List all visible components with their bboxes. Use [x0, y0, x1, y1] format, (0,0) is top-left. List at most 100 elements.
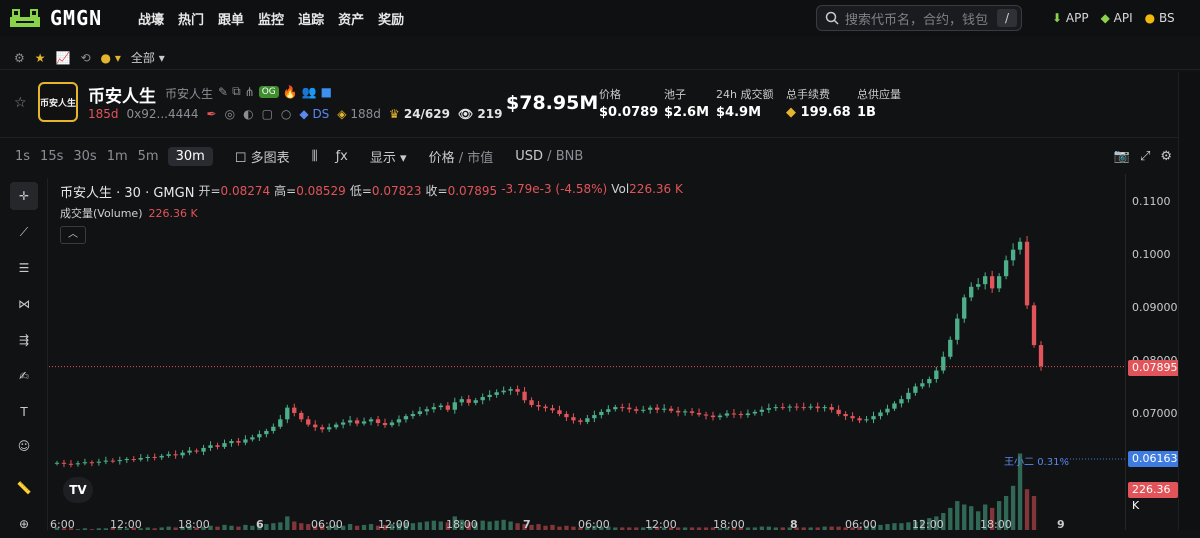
candle-body	[529, 400, 534, 405]
token-address[interactable]: 0x92...4444	[126, 107, 199, 121]
volume-bar	[438, 521, 443, 530]
timeframe-30m[interactable]: 30m	[167, 146, 213, 166]
candle-body	[82, 462, 88, 464]
crosshair-icon[interactable]: ✛	[10, 182, 38, 210]
volume-value: 226.36 K	[148, 207, 198, 220]
nav-item-rewards[interactable]: 奖励	[378, 12, 405, 28]
zoom-in-icon[interactable]: ⊕	[18, 517, 30, 531]
measure-icon[interactable]: ⇶	[18, 333, 30, 347]
nav-item-track[interactable]: 追踪	[298, 12, 325, 28]
timeframe-15s[interactable]: 15s	[40, 148, 64, 164]
coin-filter-icon[interactable]: ● ▾	[100, 50, 121, 65]
share-icon[interactable]: ⋔	[244, 84, 255, 99]
edit-icon[interactable]: ✎	[218, 84, 229, 99]
timeframe-1s[interactable]: 1s	[15, 148, 31, 164]
horizontal-lines-icon[interactable]: ☰	[18, 261, 30, 275]
candle-body	[668, 408, 674, 411]
trend-line-icon[interactable]: ⟋	[19, 224, 29, 239]
candle-body	[836, 409, 841, 414]
copy-icon[interactable]: ⧉	[232, 84, 241, 98]
candle-body	[794, 406, 799, 408]
api-link[interactable]: ◆ API	[1100, 11, 1133, 25]
volume-bar	[794, 527, 799, 530]
timeframe-30s[interactable]: 30s	[73, 148, 97, 164]
timeframe-1m[interactable]: 1m	[106, 148, 128, 164]
nav-item-monitor[interactable]: 监控	[258, 12, 285, 28]
candle-body	[494, 392, 499, 395]
settings-icon[interactable]: ⚙	[14, 50, 25, 65]
multi-chart-toggle[interactable]: ☐ 多图表	[234, 150, 290, 166]
camera-icon[interactable]: 📷	[1113, 148, 1130, 164]
indicators-icon[interactable]: ƒx	[335, 148, 348, 164]
message-icon[interactable]: ▢	[261, 107, 273, 121]
collapse-legend-button[interactable]: ︿	[60, 226, 86, 244]
search-token-icon[interactable]: ○	[280, 107, 292, 121]
y-tick: 0.09000	[1132, 301, 1178, 314]
change-value: -3.79e-3 (-4.58%)	[501, 182, 608, 196]
nav-item-copytrade[interactable]: 跟单	[218, 12, 245, 28]
nav-item-trenches[interactable]: 战壕	[138, 12, 165, 28]
x-tick: 06:00	[845, 518, 877, 531]
candle-body	[766, 408, 771, 410]
candle-body	[934, 370, 939, 380]
ds-link[interactable]: ◆ DS	[299, 107, 330, 121]
x-tick: 12:00	[645, 518, 677, 531]
volume-bar	[389, 524, 395, 530]
candle-type-icon[interactable]: ⫼	[311, 148, 318, 164]
logo[interactable]: GMGN	[8, 5, 138, 31]
price-axis[interactable]: 0.1100 0.1000 0.09000 0.08000 0.07000 0.…	[1125, 174, 1182, 530]
candle-body	[75, 463, 81, 465]
chart-line-icon[interactable]: 📈	[55, 50, 71, 65]
filter-all-dropdown[interactable]: 全部 ▾	[130, 51, 165, 65]
currency-toggle[interactable]: USD / BNB	[515, 148, 584, 164]
favorite-star-icon[interactable]: ☆	[14, 95, 27, 111]
price-mcap-toggle[interactable]: 价格 / 市值	[428, 150, 494, 166]
text-tool-icon[interactable]: T	[20, 405, 28, 419]
candle-body	[613, 407, 618, 410]
timeframe-5m[interactable]: 5m	[137, 148, 159, 164]
history-icon[interactable]: ⟲	[80, 50, 91, 65]
volume-bar	[857, 526, 862, 530]
candle-body	[264, 430, 269, 435]
candle-body	[536, 404, 541, 407]
volume-bar	[899, 523, 904, 530]
chain-selector[interactable]: ● BS	[1144, 11, 1175, 25]
search-input[interactable]: 搜索代币名，合约，钱包 /	[816, 5, 1022, 31]
brush-icon[interactable]: ✍	[18, 369, 30, 383]
nav-item-trending[interactable]: 热门	[178, 12, 205, 28]
volume-bar	[466, 522, 471, 530]
volume-bar	[668, 527, 674, 530]
ruler-icon[interactable]: 📏	[16, 481, 32, 495]
nav-item-assets[interactable]: 资产	[338, 12, 365, 28]
pattern-icon[interactable]: ⋈	[18, 297, 30, 311]
volume-bar	[934, 516, 939, 530]
volume-bar	[536, 524, 541, 530]
chart-site-icon[interactable]: ◐	[243, 107, 254, 121]
feather-icon[interactable]: ✒	[206, 107, 217, 121]
website-icon[interactable]: ◎	[224, 107, 236, 121]
candle-body	[1010, 249, 1016, 261]
fullscreen-icon[interactable]: ⤢	[1139, 148, 1151, 164]
candle-body	[661, 408, 667, 410]
chart-settings-icon[interactable]: ⚙	[1160, 148, 1172, 164]
volume-bar	[215, 526, 220, 530]
close-value: 0.07895	[447, 184, 498, 198]
display-dropdown[interactable]: 显示 ▾	[369, 150, 407, 166]
candle-body	[354, 420, 360, 424]
volume-bar	[264, 524, 269, 530]
emoji-icon[interactable]: ☺	[17, 439, 31, 453]
candle-body	[431, 407, 437, 410]
tradingview-logo[interactable]: TV	[63, 477, 93, 503]
candle-body	[710, 415, 716, 418]
volume-bar	[920, 519, 925, 530]
app-name: GMGN	[50, 6, 103, 30]
volume-bar	[1024, 489, 1030, 530]
volume-bar	[850, 527, 855, 530]
volume-bar	[564, 525, 569, 530]
star-icon[interactable]: ★	[34, 50, 46, 65]
candle-body	[745, 413, 751, 416]
candle-body	[215, 445, 220, 447]
candlestick-chart[interactable]	[49, 174, 1125, 530]
app-link[interactable]: ⬇ APP	[1052, 11, 1089, 25]
api-icon: ◆	[1100, 11, 1110, 25]
